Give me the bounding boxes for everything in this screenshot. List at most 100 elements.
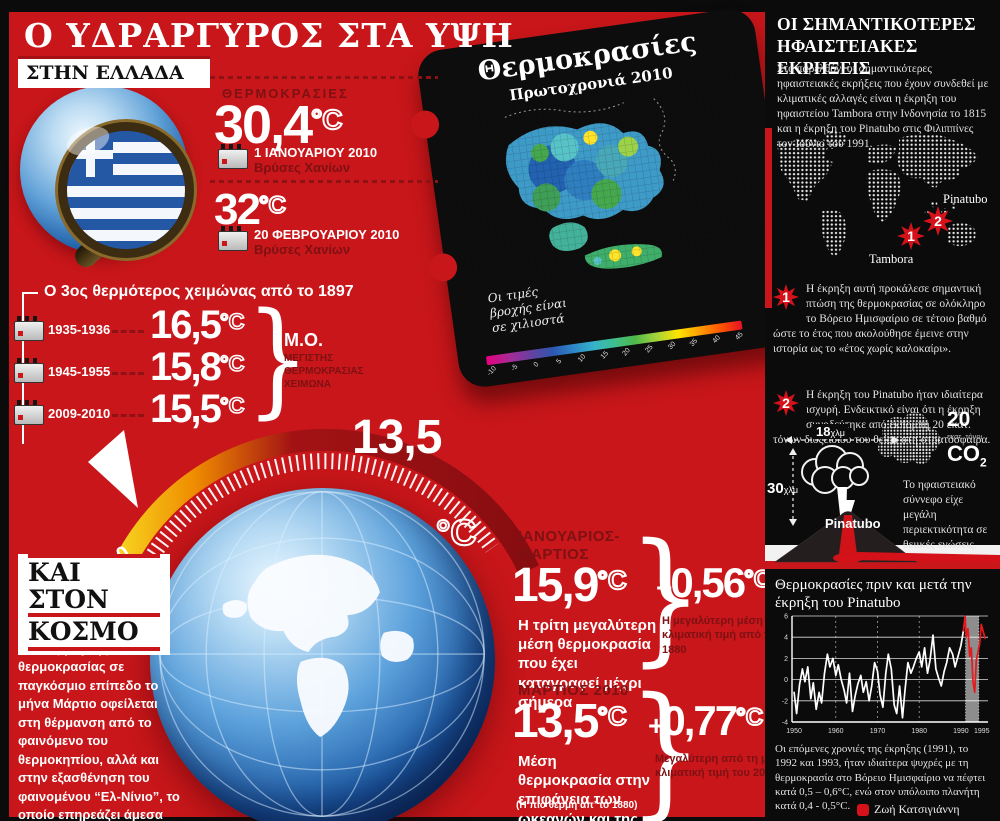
janmar-desc: Η τρίτη μεγαλύτερη μέση θερμοκρασία που … xyxy=(518,617,657,711)
earth-globe-graticule xyxy=(159,491,485,817)
temperature-map-card: Θερμοκρασίες Πρωτοχρονιά 2010 xyxy=(409,5,800,391)
world-map-halftone xyxy=(777,130,978,257)
reading-value: 32°C xyxy=(214,185,287,234)
point-1-badge: 1 xyxy=(773,284,799,310)
svg-text:1970: 1970 xyxy=(870,728,886,735)
leader-dots xyxy=(112,414,144,417)
unit-celsius: °C xyxy=(258,192,287,219)
svg-text:6: 6 xyxy=(784,614,788,621)
unit-celsius: °C xyxy=(219,393,245,418)
co2-cloud-icon xyxy=(878,412,940,464)
divider xyxy=(210,180,438,183)
scale-tick-label: 0 xyxy=(533,361,541,369)
mar2010-label: ΜΑΡΤΙΟΣ 2010 xyxy=(518,682,629,699)
unit-celsius: °C xyxy=(735,704,764,731)
publisher-icon xyxy=(857,803,869,816)
leader-dots xyxy=(112,372,144,375)
calendar-icon xyxy=(14,358,44,383)
winter-value: 15,8°C xyxy=(150,345,245,389)
volcano-heading: ΟΙ ΣΗΜΑΝΤΙΚΟΤΕΡΕΣ ΗΦΑΙΣΤΕΙΑΚΕΣ ΕΚΡΗΞΕΙΣ xyxy=(777,14,976,78)
section-banner-greece: ΣΤΗΝ ΕΛΛΑΔΑ xyxy=(18,56,210,88)
credit: Ζωή Κατσιγιάννη xyxy=(857,802,959,817)
calendar-icon xyxy=(218,144,248,169)
svg-text:1990: 1990 xyxy=(953,728,969,735)
winter-years: 1945-1955 xyxy=(48,364,111,379)
avg-sublabel: ΜΕΓΙΣΤΗΣ ΘΕΡΜΟΚΡΑΣΙΑΣ ΧΕΙΜΩΝΑ xyxy=(284,353,364,390)
magnifier-icon xyxy=(58,122,194,258)
frame-top xyxy=(0,0,1000,12)
banner-line: ΚΑΙ ΣΤΟΝ xyxy=(28,554,160,613)
reading-date: 1 ΙΑΝΟΥΑΡΙΟΥ 2010 xyxy=(254,145,378,160)
winter-heading: Ο 3ος θερμότερος χειμώνας από το 1897 xyxy=(44,283,354,300)
svg-text:4: 4 xyxy=(784,635,788,642)
marker-tambora-icon: 1 xyxy=(897,222,925,250)
gauge-value: 13,5 xyxy=(352,411,442,464)
card-notch xyxy=(427,251,459,284)
banner-line: ΚΟΣΜΟ xyxy=(28,613,160,651)
scale-tick-label: 40 xyxy=(711,334,723,345)
eruption-cloud-diagram xyxy=(785,436,899,526)
scale-tick-label: 5 xyxy=(555,357,564,366)
svg-text:0: 0 xyxy=(784,677,788,684)
frame-left xyxy=(0,0,9,821)
scale-tick-label: 35 xyxy=(689,337,700,348)
scale-tick-label: 30 xyxy=(666,340,678,352)
avg-label: Μ.Ο. xyxy=(284,330,323,350)
volcano-panel: ΟΙ ΣΗΜΑΝΤΙΚΟΤΕΡΕΣ ΗΦΑΙΣΤΕΙΑΚΕΣ ΕΚΡΗΞΕΙΣ … xyxy=(765,0,1000,821)
greek-flag-canton xyxy=(67,131,113,177)
bracket-line xyxy=(22,292,38,294)
cloud-note: Το ηφαιστειακό σύννεφο είχε μεγάλη περιε… xyxy=(903,479,988,551)
winter-value: 16,5°C xyxy=(150,303,245,347)
chart-title: Θερμοκρασίες πριν και μετά την έκρηξη το… xyxy=(775,577,972,611)
mar2010-desc-note: (Η πιο θερμή απ’ το 1880) xyxy=(516,800,638,811)
unit-celsius: °C xyxy=(596,701,627,731)
winter-value: 15,5°C xyxy=(150,387,245,431)
marker-pinatubo-icon: 2 xyxy=(923,206,953,236)
reading-value: 30,4°C xyxy=(214,95,344,155)
janmar-delta: +0,56°C xyxy=(656,559,772,606)
section-banner-world: ΚΑΙ ΣΤΟΝ ΚΟΣΜΟ xyxy=(18,554,170,655)
credit-name: Ζωή Κατσιγιάννη xyxy=(874,802,960,816)
janmar-value: 15,9°C xyxy=(512,559,628,612)
diagram-ground-accent xyxy=(765,561,1000,569)
temps-label: ΘΕΡΜΟΚΡΑΣΙΕΣ xyxy=(222,86,349,101)
svg-text:1950: 1950 xyxy=(786,728,802,735)
scale-tick-label: 20 xyxy=(621,346,633,358)
brace: } xyxy=(628,511,704,681)
leader-dots xyxy=(112,330,144,333)
volcano-illustration xyxy=(774,500,1000,563)
janmar-delta-desc: Η μεγαλύτερη μέση κλιματική τιμή από το … xyxy=(662,615,776,656)
point-1-text: Η έκρηξη αυτή προκάλεσε σημαντική πτώση … xyxy=(773,283,987,355)
svg-text:1995: 1995 xyxy=(974,728,990,735)
reading-place: Βρύσες Χανίων xyxy=(254,242,351,257)
point-1: 1 Η έκρηξη αυτή προκάλεσε σημαντική πτώσ… xyxy=(773,282,993,357)
svg-text:-2: -2 xyxy=(782,698,788,705)
mar2010-desc: Μέση θερμοκρασία στην επιφάνεια των ωκεα… xyxy=(518,753,650,821)
height-label: 30χλμ xyxy=(767,480,799,497)
gauge-pointer xyxy=(88,430,138,508)
svg-text:2: 2 xyxy=(784,656,788,663)
unit-celsius: °C xyxy=(310,104,343,135)
calendar-icon xyxy=(14,400,44,425)
unit-celsius: °C xyxy=(219,309,245,334)
brace: } xyxy=(628,665,704,821)
janmar-label: ΜΑΡΤΙΟΣ xyxy=(518,546,589,563)
scale-tick-label: 25 xyxy=(644,343,655,355)
greece-globe-illustration xyxy=(14,84,204,274)
co2-amount: 20 εκατ. τόνοι CO2 xyxy=(947,408,987,470)
mar2010-value: 13,5°C xyxy=(512,695,628,748)
svg-text:-4: -4 xyxy=(782,720,788,727)
pinatubo-map-label: Pinatubo xyxy=(943,192,988,206)
scale-tick-label: 10 xyxy=(576,353,588,364)
volcano-label: Pinatubo xyxy=(825,516,881,531)
expert-quote: «Η αύξηση της θερμοκρασίας σε παγκόσμιο … xyxy=(18,641,180,821)
tambora-map-label: Tambora xyxy=(869,252,914,266)
mar2010-delta: +0,77°C xyxy=(648,697,764,744)
unit-celsius: °C xyxy=(219,351,245,376)
calendar-icon xyxy=(14,316,44,341)
volcano-intro: Στο παρελθόν, οι σημαντικότερες ηφαιστει… xyxy=(777,63,989,150)
scale-tick-label: -10 xyxy=(485,365,498,378)
winter-years: 2009-2010 xyxy=(48,406,111,421)
